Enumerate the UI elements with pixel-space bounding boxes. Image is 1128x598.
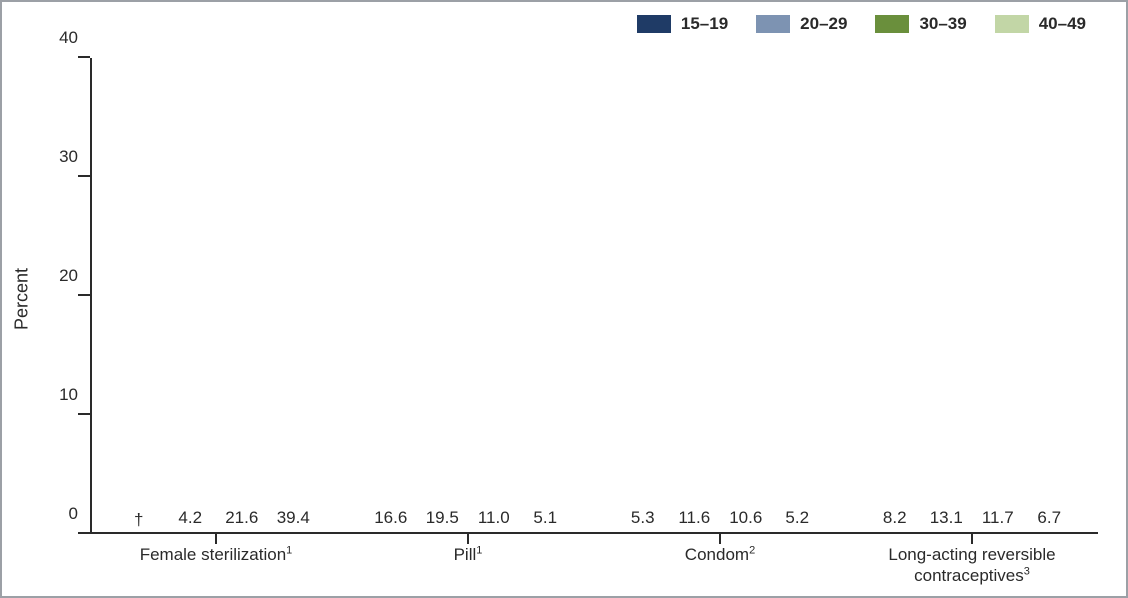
y-tick-label: 0 xyxy=(34,504,78,524)
bar-value-label: 39.4 xyxy=(277,508,310,528)
y-tick xyxy=(78,532,90,534)
y-tick xyxy=(78,175,90,177)
legend-item-15-19: 15–19 xyxy=(637,14,728,34)
chart-frame: 15–19 20–29 30–39 40–49 Percent 0 10 20 30 4… xyxy=(0,0,1128,598)
legend-swatch-15-19 xyxy=(637,15,671,33)
bar-value-label: 16.6 xyxy=(374,508,407,528)
bar-value-label: 19.5 xyxy=(426,508,459,528)
bar-value-label: 13.1 xyxy=(930,508,963,528)
bar-value-label: 11.7 xyxy=(982,508,1014,528)
y-tick xyxy=(78,294,90,296)
bar-groups: †4.221.639.416.619.511.05.15.311.610.65.… xyxy=(90,58,1098,534)
y-tick-label: 30 xyxy=(34,147,78,167)
bar-value-label: 6.7 xyxy=(1037,508,1061,528)
footnote-marker: 2 xyxy=(749,544,755,556)
bar-value-label: 11.0 xyxy=(478,508,510,528)
bar-value-label: 5.1 xyxy=(533,508,557,528)
x-label-female_sterilization: Female sterilization1 xyxy=(90,536,342,596)
bar-group-larc: 8.2 13.1 11.7 6.7 xyxy=(846,58,1098,534)
legend: 15–19 20–29 30–39 40–49 xyxy=(637,14,1086,34)
bar-group-pill: 16.6 19.5 11.0 5.1 xyxy=(342,58,594,534)
x-label-condom: Condom2 xyxy=(594,536,846,596)
bar-value-label: 8.2 xyxy=(883,508,907,528)
legend-swatch-30-39 xyxy=(875,15,909,33)
y-tick xyxy=(78,413,90,415)
bar-value-label: 4.2 xyxy=(178,508,202,528)
legend-item-40-49: 40–49 xyxy=(995,14,1086,34)
legend-label-20-29: 20–29 xyxy=(800,14,847,34)
footnote-marker: 1 xyxy=(286,544,292,556)
legend-swatch-20-29 xyxy=(756,15,790,33)
bar-value-label: 5.2 xyxy=(785,508,809,528)
x-label-pill: Pill1 xyxy=(342,536,594,596)
legend-label-15-19: 15–19 xyxy=(681,14,728,34)
footnote-marker: 1 xyxy=(476,544,482,556)
footnote-marker: 3 xyxy=(1024,566,1030,578)
y-tick-label: 10 xyxy=(34,385,78,405)
x-label-larc: Long-acting reversible contraceptives3 xyxy=(846,536,1098,596)
bar-value-label: 10.6 xyxy=(729,508,762,528)
bar-value-label: 5.3 xyxy=(631,508,655,528)
y-tick-label: 40 xyxy=(34,28,78,48)
legend-label-40-49: 40–49 xyxy=(1039,14,1086,34)
bar-value-label: 21.6 xyxy=(225,508,258,528)
bar-group-female_sterilization: † 4.2 21.6 39.4 xyxy=(90,58,342,534)
legend-item-30-39: 30–39 xyxy=(875,14,966,34)
legend-label-30-39: 30–39 xyxy=(919,14,966,34)
bar-value-label: 11.6 xyxy=(678,508,710,528)
y-tick xyxy=(78,56,90,58)
y-tick-label: 20 xyxy=(34,266,78,286)
y-axis-title: Percent xyxy=(12,268,33,330)
x-axis-labels: Female sterilization1Pill1Condom2Long-ac… xyxy=(90,536,1098,596)
legend-swatch-40-49 xyxy=(995,15,1029,33)
bar-value-label: † xyxy=(134,510,143,530)
legend-item-20-29: 20–29 xyxy=(756,14,847,34)
bar-group-condom: 5.3 11.6 10.6 5.2 xyxy=(594,58,846,534)
plot-area: 010203040 †4.221.639.416.619.511.05.15.3… xyxy=(90,58,1098,534)
